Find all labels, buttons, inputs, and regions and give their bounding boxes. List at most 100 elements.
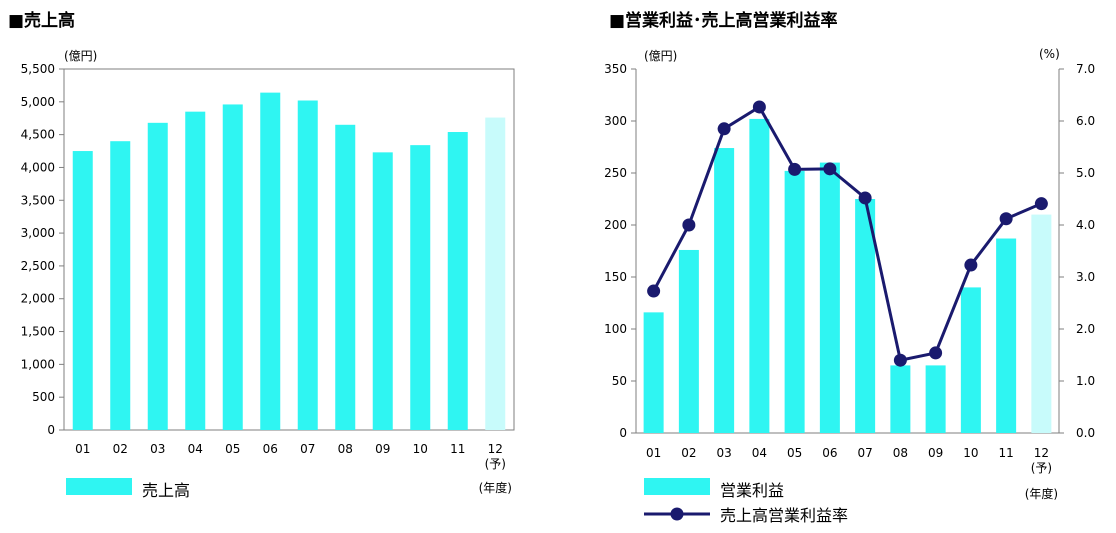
- ratio-point: [1034, 197, 1048, 211]
- y-tick-label: 500: [32, 390, 55, 404]
- sales-bar: [72, 151, 93, 430]
- y2-tick-label: 1.0: [1076, 374, 1095, 388]
- y2-tick-label: 5.0: [1076, 166, 1095, 180]
- y-tick-label: 1,500: [21, 325, 55, 339]
- y-tick-label: 4,500: [21, 128, 55, 142]
- y-tick-label: 1,000: [21, 357, 55, 371]
- y-tick-label: 150: [604, 270, 627, 284]
- x-tick-label: 02: [681, 446, 696, 460]
- x-axis-label: (年度): [479, 480, 512, 495]
- y-tick-label: 4,000: [21, 160, 55, 174]
- y-tick-label: 0: [47, 423, 55, 437]
- sales-y-axis-unit: (億円): [64, 49, 98, 63]
- x-tick-label: 09: [375, 442, 390, 456]
- ratio-point: [647, 284, 661, 298]
- profit-bar: [890, 365, 911, 433]
- sales-bar: [485, 117, 506, 430]
- x-tick-label: 03: [716, 446, 731, 460]
- ratio-line: [652, 104, 1042, 362]
- ratio-point: [752, 100, 766, 114]
- x-tick-label: 12: [1034, 446, 1049, 460]
- y2-tick-label: 2.0: [1076, 322, 1095, 336]
- profit-bar: [925, 365, 946, 433]
- sales-bar: [222, 104, 243, 430]
- x-tick-label: 09: [928, 446, 943, 460]
- y-tick-label: 2,000: [21, 292, 55, 306]
- profit-y-axis-unit: (億円): [644, 49, 678, 63]
- ratio-point: [823, 162, 837, 176]
- x-tick-label: 10: [413, 442, 428, 456]
- legend-marker-ratio: [670, 507, 684, 521]
- ratio-y-axis-unit: (%): [1039, 47, 1060, 61]
- x-tick-label: 06: [263, 442, 278, 456]
- x-tick-sublabel: (予): [485, 457, 506, 471]
- legend-label-ratio: 売上高営業利益率: [720, 506, 848, 525]
- profit-bar: [996, 238, 1017, 433]
- sales-bar: [335, 124, 356, 431]
- legend-swatch-sales: [66, 478, 132, 495]
- ratio-point: [893, 353, 907, 367]
- ratio-point: [717, 122, 731, 136]
- x-tick-label: 02: [113, 442, 128, 456]
- x-tick-label: 01: [646, 446, 661, 460]
- ratio-point: [788, 162, 802, 176]
- x-tick-label: 08: [338, 442, 353, 456]
- y-tick-label: 200: [604, 218, 627, 232]
- profit-bar: [819, 162, 840, 433]
- y2-tick-label: 3.0: [1076, 270, 1095, 284]
- ratio-point: [964, 258, 978, 272]
- x-tick-label: 12: [488, 442, 503, 456]
- y2-tick-label: 6.0: [1076, 114, 1095, 128]
- profit-chart-title: ■営業利益･売上高営業利益率: [609, 11, 838, 31]
- y-tick-label: 3,000: [21, 226, 55, 240]
- plot-area-border: [63, 68, 515, 431]
- y-tick-label: 3,500: [21, 193, 55, 207]
- profit-bar: [643, 312, 664, 433]
- x-tick-label: 10: [963, 446, 978, 460]
- profit-bar: [714, 148, 735, 434]
- profit-bar: [960, 287, 981, 433]
- profit-bar: [784, 170, 805, 434]
- ratio-point: [682, 218, 696, 232]
- x-tick-sublabel: (予): [1031, 461, 1052, 475]
- legend-swatch-profit: [644, 478, 710, 495]
- y2-tick-label: 7.0: [1076, 62, 1095, 76]
- x-tick-label: 05: [225, 442, 240, 456]
- x-tick-label: 01: [75, 442, 90, 456]
- legend-label-profit: 営業利益: [720, 481, 784, 500]
- sales-bar: [260, 92, 281, 430]
- y2-tick-label: 0.0: [1076, 426, 1095, 440]
- y-tick-label: 300: [604, 114, 627, 128]
- x-tick-label: 04: [188, 442, 203, 456]
- profit-bar: [678, 249, 699, 433]
- sales-bar: [110, 141, 131, 430]
- x-tick-label: 07: [857, 446, 872, 460]
- x-tick-label: 05: [787, 446, 802, 460]
- sales-bar: [185, 111, 206, 430]
- x-tick-label: 03: [150, 442, 165, 456]
- sales-bar: [147, 122, 168, 431]
- x-tick-label: 06: [822, 446, 837, 460]
- y-tick-label: 5,000: [21, 95, 55, 109]
- x-tick-label: 11: [450, 442, 465, 456]
- x-tick-label: 11: [998, 446, 1013, 460]
- sales-bar: [410, 145, 431, 430]
- sales-bar: [297, 100, 318, 430]
- profit-bar: [749, 118, 770, 434]
- x-tick-label: 04: [752, 446, 767, 460]
- sales-bar: [372, 152, 393, 430]
- y-tick-label: 5,500: [21, 62, 55, 76]
- x-tick-label: 08: [893, 446, 908, 460]
- profit-bar: [855, 199, 876, 433]
- ratio-point: [999, 212, 1013, 226]
- x-tick-label: 07: [300, 442, 315, 456]
- sales-bar: [447, 132, 468, 430]
- sales-chart-title: ■売上高: [8, 11, 76, 31]
- y-tick-label: 0: [619, 426, 627, 440]
- profit-bar: [1031, 214, 1052, 433]
- y-tick-label: 250: [604, 166, 627, 180]
- ratio-point: [858, 191, 872, 205]
- y-tick-label: 2,500: [21, 259, 55, 273]
- y-tick-label: 350: [604, 62, 627, 76]
- ratio-point: [929, 346, 943, 360]
